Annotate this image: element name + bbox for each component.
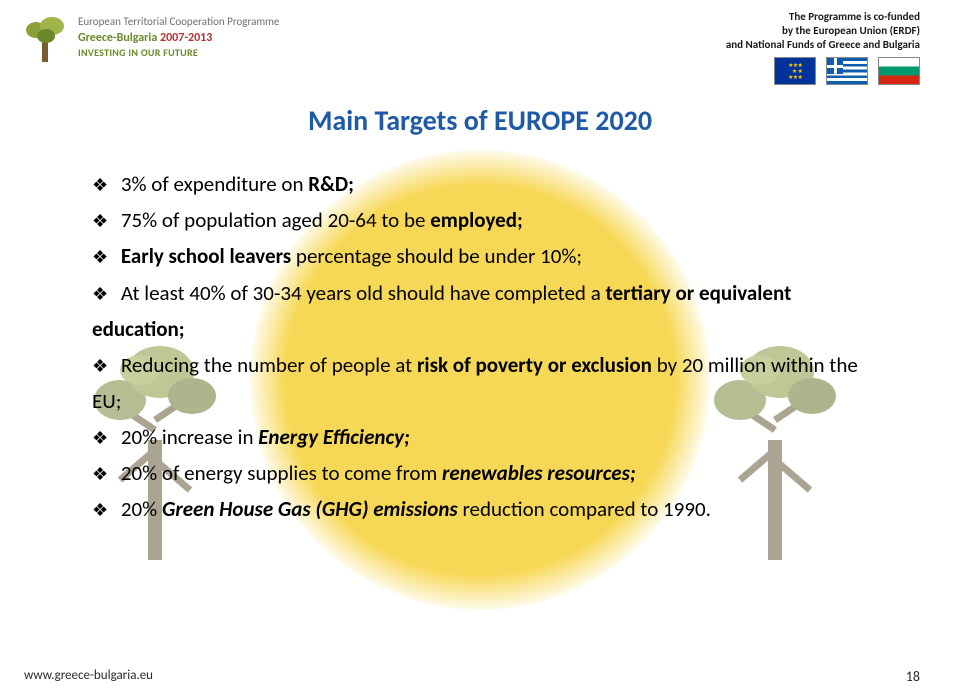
- logo-tree-icon: [18, 10, 72, 64]
- programme-tagline: INVESTING IN OUR FUTURE: [78, 46, 279, 59]
- bullet-item: 75% of population aged 20-64 to be emplo…: [92, 202, 868, 238]
- slide-footer: www.greece-bulgaria.eu 18: [24, 668, 920, 685]
- bullet-item: At least 40% of 30-34 years old should h…: [92, 275, 868, 311]
- bullet-item: Reducing the number of people at risk of…: [92, 347, 868, 383]
- cofund-line2: by the European Union (ERDF): [726, 24, 920, 38]
- slide-body: 3% of expenditure on R&D; 75% of populat…: [0, 138, 960, 527]
- bullet-item: Early school leavers percentage should b…: [92, 238, 868, 274]
- bullet-continuation: education;: [92, 311, 868, 347]
- bullet-item: 3% of expenditure on R&D;: [92, 166, 868, 202]
- slide-title: Main Targets of EUROPE 2020: [0, 103, 960, 138]
- cofund-line1: The Programme is co-funded: [726, 10, 920, 24]
- programme-countries: Greece-Bulgaria 2007-2013: [78, 31, 279, 45]
- flags-row: ★ ★ ★★ ★★ ★ ★: [726, 57, 920, 85]
- cofund-block: The Programme is co-funded by the Europe…: [726, 10, 920, 85]
- cofund-line3: and National Funds of Greece and Bulgari…: [726, 38, 920, 52]
- flag-greece-icon: [826, 57, 868, 85]
- slide-header: European Territorial Cooperation Program…: [0, 0, 960, 85]
- footer-url: www.greece-bulgaria.eu: [24, 668, 153, 685]
- page-number: 18: [906, 668, 920, 685]
- programme-logo-block: European Territorial Cooperation Program…: [18, 10, 279, 64]
- bullet-continuation: EU;: [92, 383, 868, 419]
- bullet-item: 20% increase in Energy Efficiency;: [92, 419, 868, 455]
- programme-name: European Territorial Cooperation Program…: [78, 16, 279, 29]
- flag-bulgaria-icon: [878, 57, 920, 85]
- bullet-item: 20% Green House Gas (GHG) emissions redu…: [92, 491, 868, 527]
- bullet-item: 20% of energy supplies to come from rene…: [92, 455, 868, 491]
- flag-eu-icon: ★ ★ ★★ ★★ ★ ★: [774, 57, 816, 85]
